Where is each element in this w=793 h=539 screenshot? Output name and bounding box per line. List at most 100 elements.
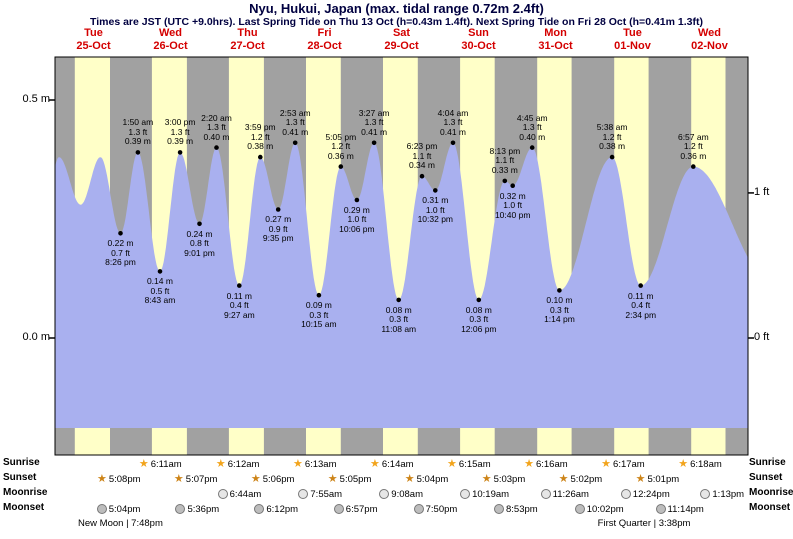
sunset-time-entry: ★ 5:08pm	[97, 472, 141, 486]
tide-event-dot	[502, 178, 508, 184]
sunrise-time: 6:11am	[150, 458, 182, 470]
sunrise-star-icon: ★	[369, 457, 380, 470]
moonset-time-entry: 5:04pm	[96, 502, 141, 516]
tide-event-dot	[450, 140, 456, 146]
tide-low-label: 0.22 m 0.7 ft 8:26 pm	[105, 238, 136, 268]
moonrise-time-entry: 12:24pm	[620, 487, 670, 501]
moonset-moon-icon	[175, 504, 186, 514]
day-date-label: 31-Oct	[538, 40, 573, 52]
moonset-time-entry: 6:57pm	[333, 502, 378, 516]
day-date-label: 25-Oct	[76, 40, 111, 52]
tide-event-dot	[292, 140, 298, 146]
moonset-time-entry: 10:02pm	[574, 502, 624, 516]
sunrise-star-icon: ★	[215, 457, 226, 470]
day-date-label: 30-Oct	[461, 40, 496, 52]
tide-event-dot	[419, 173, 425, 179]
tide-low-label: 0.11 m 0.4 ft 9:27 am	[223, 290, 255, 320]
sunset-star-icon: ★	[404, 472, 415, 485]
day-name-label: Sun	[468, 27, 489, 39]
day-name-label: Fri	[317, 27, 332, 39]
tide-low-label: 0.32 m 1.0 ft 10:40 pm	[494, 190, 531, 220]
tide-event-dot	[214, 145, 219, 150]
tide-curve-area	[55, 142, 748, 429]
moonset-time-entry: 6:12pm	[254, 502, 298, 516]
sunset-time-entry: ★ 5:07pm	[174, 472, 218, 486]
moonrise-time: 11:26am	[552, 488, 589, 500]
tide-high-label: 1:50 am 1.3 ft 0.39 m	[122, 117, 154, 147]
moonrise-moon-icon	[298, 489, 309, 499]
tide-low-label: 0.14 m 0.5 ft 8:43 am	[144, 276, 176, 306]
tide-event-dot	[275, 207, 281, 212]
tide-event-dot	[371, 140, 377, 146]
day-date-label: 02-Nov	[691, 40, 728, 52]
moonset-time-entry: 8:53pm	[493, 502, 538, 516]
sunrise-time: 6:12am	[227, 458, 260, 470]
tide-high-label: 4:04 am 1.3 ft 0.41 m	[437, 107, 469, 137]
sunset-time: 5:07pm	[185, 473, 218, 485]
tide-event-dot	[396, 297, 402, 303]
y-axis-label-left-0.0m: 0.0 m	[22, 331, 50, 343]
moonset-time: 11:14pm	[667, 503, 704, 515]
moonset-moon-icon	[96, 504, 107, 514]
tide-low-label: 0.29 m 1.0 ft 10:06 pm	[339, 204, 375, 234]
sunrise-star-icon: ★	[524, 457, 534, 470]
tide-event-dot	[476, 297, 482, 303]
moonset-row-label-right: Moonset	[749, 502, 791, 513]
moonrise-time-entry: 10:19am	[460, 487, 509, 501]
moonrise-time-entry: 6:44am	[217, 487, 262, 501]
tide-event-dot	[557, 288, 562, 293]
moonrise-time: 1:13pm	[712, 488, 745, 500]
tide-event-dot	[691, 164, 696, 169]
sunrise-time-entry: ★ 6:13am	[293, 457, 337, 471]
day-name-label: Sat	[392, 27, 411, 39]
sunset-time-entry: ★ 5:01pm	[636, 472, 680, 486]
sunset-star-icon: ★	[481, 472, 492, 485]
tide-high-label: 5:05 pm 1.2 ft 0.36 m	[325, 131, 357, 161]
sunrise-star-icon: ★	[447, 457, 457, 470]
sunset-time: 5:06pm	[262, 473, 295, 485]
moonset-moon-icon	[254, 504, 265, 514]
sunrise-time-entry: ★ 6:14am	[370, 457, 414, 471]
sunset-time: 5:05pm	[339, 473, 372, 485]
y-axis-label-right-0ft: 0 ft	[754, 331, 770, 343]
moonset-time-entry: 5:36pm	[175, 502, 219, 516]
moonset-time-entry: 7:50pm	[413, 502, 457, 516]
tide-high-label: 6:57 am 1.2 ft 0.36 m	[677, 131, 709, 161]
tide-low-label: 0.08 m 0.3 ft 11:08 am	[381, 304, 417, 334]
tide-high-label: 3:00 pm 1.3 ft 0.39 m	[164, 117, 196, 147]
moonset-time: 10:02pm	[586, 503, 624, 515]
moonset-moon-icon	[413, 504, 424, 514]
sunset-time-entry: ★ 5:04pm	[405, 472, 449, 486]
sunrise-time: 6:18am	[690, 458, 722, 470]
moonrise-row-label-right: Moonrise	[749, 487, 793, 498]
moonrise-time: 6:44am	[229, 488, 262, 500]
tide-event-dot	[529, 145, 535, 150]
sunset-time: 5:01pm	[647, 473, 680, 485]
sunrise-star-icon: ★	[601, 457, 612, 470]
tide-event-dot	[258, 154, 263, 160]
sunrise-star-icon: ★	[678, 457, 689, 470]
tide-high-label: 5:38 am 1.2 ft 0.38 m	[596, 122, 628, 152]
tide-event-dot	[197, 221, 202, 227]
tide-high-label: 6:23 pm 1.1 ft 0.34 m	[406, 141, 438, 171]
tide-high-label: 4:45 am 1.3 ft 0.40 m	[516, 112, 548, 142]
moonset-time: 6:12pm	[266, 503, 299, 515]
tide-event-dot	[316, 292, 322, 298]
tide-high-label: 8:13 pm 1.1 ft 0.33 m	[489, 145, 521, 175]
moonrise-moon-icon	[700, 489, 711, 499]
sunset-time: 5:03pm	[493, 473, 526, 485]
tide-event-dot	[237, 283, 242, 288]
spring-tide-subtitle: Times are JST (UTC +9.0hrs). Last Spring…	[90, 16, 703, 28]
sunset-time-entry: ★ 5:03pm	[482, 472, 526, 486]
moon-phase-label: New Moon | 7:48pm	[78, 518, 163, 529]
moon-phase-label: First Quarter | 3:38pm	[597, 518, 691, 529]
moonset-time: 6:57pm	[345, 503, 378, 515]
sunset-star-icon: ★	[250, 472, 261, 485]
moonset-time: 5:04pm	[108, 503, 141, 515]
moonrise-time-entry: 11:26am	[540, 487, 589, 501]
moonset-moon-icon	[655, 504, 666, 514]
sunrise-time-entry: ★ 6:12am	[216, 457, 260, 471]
day-name-label: Wed	[158, 27, 183, 39]
tide-event-dot	[338, 164, 344, 169]
tide-event-dot	[177, 150, 183, 155]
